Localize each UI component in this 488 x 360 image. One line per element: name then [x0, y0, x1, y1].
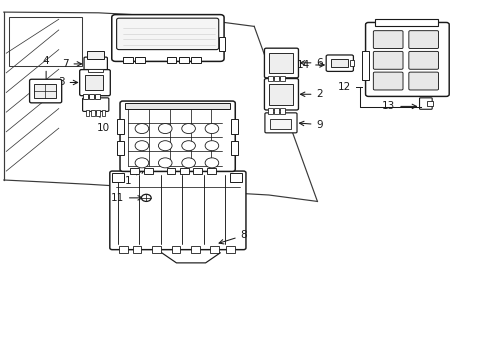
Bar — [193, 168, 202, 174]
Bar — [95, 94, 100, 99]
Bar — [267, 108, 272, 113]
Bar — [152, 247, 161, 253]
Bar — [374, 18, 437, 26]
Circle shape — [158, 123, 172, 134]
Bar — [330, 59, 347, 67]
Bar — [87, 51, 104, 59]
FancyBboxPatch shape — [408, 31, 438, 49]
Circle shape — [135, 123, 148, 134]
Bar — [112, 173, 124, 182]
Bar — [179, 57, 188, 63]
Bar — [89, 94, 94, 99]
Bar — [267, 76, 272, 81]
Circle shape — [182, 123, 195, 134]
Bar — [280, 108, 285, 113]
Bar — [132, 247, 141, 253]
Text: 4: 4 — [43, 56, 49, 87]
FancyBboxPatch shape — [80, 69, 110, 96]
Bar — [85, 110, 89, 116]
Bar — [191, 57, 201, 63]
Circle shape — [182, 141, 195, 151]
FancyBboxPatch shape — [325, 55, 353, 71]
Circle shape — [135, 141, 148, 151]
FancyBboxPatch shape — [372, 51, 402, 69]
Text: 5: 5 — [163, 20, 170, 50]
Bar — [230, 141, 238, 155]
Bar — [125, 103, 229, 109]
FancyBboxPatch shape — [372, 72, 402, 90]
Bar — [166, 57, 176, 63]
Text: 3: 3 — [58, 77, 78, 87]
Circle shape — [135, 158, 148, 168]
Circle shape — [141, 194, 151, 202]
FancyBboxPatch shape — [372, 31, 402, 49]
Bar — [171, 247, 180, 253]
FancyBboxPatch shape — [30, 79, 61, 103]
FancyBboxPatch shape — [120, 101, 235, 171]
FancyBboxPatch shape — [264, 48, 298, 78]
Bar — [117, 119, 124, 134]
FancyBboxPatch shape — [110, 171, 245, 249]
Bar — [229, 173, 242, 182]
FancyBboxPatch shape — [82, 98, 109, 111]
Bar — [210, 247, 219, 253]
Bar — [166, 168, 175, 174]
Bar — [83, 94, 88, 99]
Bar — [143, 168, 152, 174]
Bar — [225, 247, 234, 253]
FancyBboxPatch shape — [112, 15, 224, 62]
Bar — [362, 51, 369, 80]
Text: 13: 13 — [381, 102, 416, 111]
Text: 12: 12 — [338, 82, 351, 92]
Bar — [180, 168, 189, 174]
Circle shape — [204, 123, 218, 134]
Bar — [269, 53, 292, 73]
Text: 11: 11 — [110, 193, 142, 203]
Bar — [130, 168, 139, 174]
Bar — [274, 76, 279, 81]
Text: 9: 9 — [299, 120, 323, 130]
FancyBboxPatch shape — [264, 78, 298, 110]
Text: 1: 1 — [125, 169, 144, 186]
Bar — [88, 69, 102, 72]
Circle shape — [158, 141, 172, 151]
Bar — [9, 18, 81, 66]
Bar — [135, 57, 144, 63]
Bar — [85, 75, 103, 90]
Bar — [219, 37, 224, 51]
Bar — [34, 84, 56, 98]
Bar — [269, 118, 290, 129]
Bar — [426, 102, 432, 106]
Bar — [206, 168, 215, 174]
Text: 2: 2 — [300, 89, 323, 99]
FancyBboxPatch shape — [365, 22, 448, 96]
FancyBboxPatch shape — [84, 57, 107, 71]
Bar — [102, 110, 105, 116]
Bar — [280, 76, 285, 81]
Bar — [122, 57, 132, 63]
Circle shape — [182, 158, 195, 168]
Bar — [350, 60, 354, 66]
Bar — [274, 108, 279, 113]
Text: 8: 8 — [219, 230, 247, 244]
FancyBboxPatch shape — [408, 72, 438, 90]
Text: 14: 14 — [296, 60, 324, 70]
Bar — [117, 141, 124, 155]
Bar — [269, 84, 292, 105]
Bar — [191, 247, 200, 253]
Text: 7: 7 — [62, 59, 81, 69]
Bar — [230, 119, 238, 134]
Circle shape — [204, 158, 218, 168]
FancyBboxPatch shape — [264, 113, 296, 133]
FancyBboxPatch shape — [408, 51, 438, 69]
FancyBboxPatch shape — [116, 18, 218, 50]
Circle shape — [158, 158, 172, 168]
Bar — [96, 110, 100, 116]
FancyBboxPatch shape — [419, 98, 431, 109]
Circle shape — [204, 141, 218, 151]
Text: 10: 10 — [96, 108, 110, 133]
Bar — [119, 247, 127, 253]
Text: 6: 6 — [300, 58, 323, 68]
Bar — [91, 110, 95, 116]
